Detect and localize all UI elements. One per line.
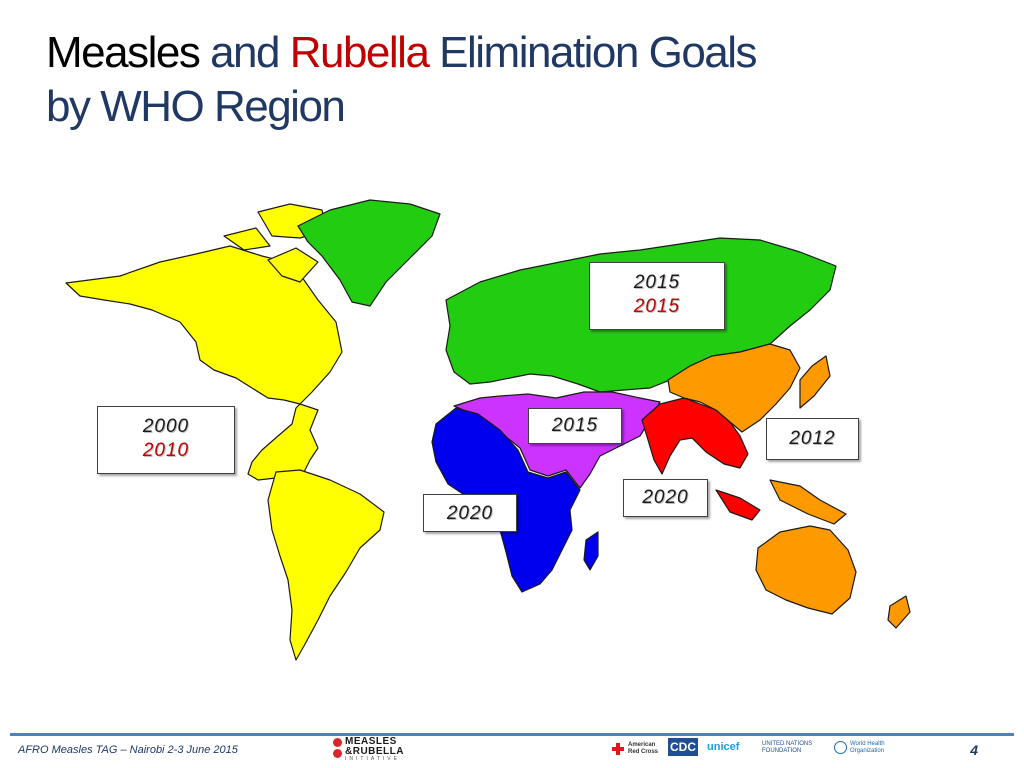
logo-line-1: MEASLES: [345, 736, 397, 747]
emr-measles-year: 2015: [551, 415, 599, 436]
title-measles: Measles: [46, 28, 201, 77]
searo-measles-year: 2020: [642, 487, 689, 508]
region-western-pacific: [667, 343, 911, 629]
who-text: World Health Organization: [850, 741, 885, 754]
unicef-logo: unicef: [707, 741, 740, 753]
footer-text: AFRO Measles TAG – Nairobi 2-3 June 2015: [18, 744, 238, 756]
page-number: 4: [970, 742, 978, 758]
red-cross-icon: [612, 743, 624, 755]
europe-rubella-year: 2015: [633, 296, 681, 317]
logo-dot-icon: [333, 749, 342, 758]
wpro-measles-year: 2012: [789, 428, 836, 449]
searo-goal-label: 2020: [623, 479, 708, 517]
red-cross-logo: American Red Cross: [612, 740, 662, 758]
wpro-goal-label: 2012: [766, 418, 859, 460]
europe-goal-label: 2015 2015: [589, 262, 725, 330]
region-americas: [65, 203, 385, 661]
region-south-east-asia: [641, 397, 761, 521]
globe-icon: [834, 741, 847, 754]
cdc-logo: CDC: [668, 738, 698, 756]
americas-measles-year: 2000: [142, 416, 190, 437]
africa-measles-year: 2020: [446, 503, 494, 524]
emr-goal-label: 2015: [528, 408, 622, 444]
title-goals: Elimination Goals: [428, 28, 757, 77]
title-rubella: Rubella: [289, 28, 430, 77]
logo-line-2: &RUBELLA: [345, 746, 404, 757]
un-foundation-logo: UNITED NATIONS FOUNDATION: [762, 741, 813, 754]
logo-dot-icon: [333, 738, 342, 747]
americas-goal-label: 2000 2010: [97, 406, 235, 474]
title-and: and: [199, 28, 290, 77]
europe-measles-year: 2015: [633, 272, 681, 293]
logo-line-3: INITIATIVE: [345, 756, 400, 762]
slide-title: Measles and Rubella Elimination Goals by…: [46, 26, 758, 134]
red-cross-text: American Red Cross: [628, 742, 659, 755]
title-line-2: by WHO Region: [46, 82, 346, 131]
footer-divider: [10, 733, 1014, 736]
americas-rubella-year: 2010: [142, 440, 190, 461]
africa-goal-label: 2020: [423, 494, 517, 532]
measles-rubella-initiative-logo: MEASLES &RUBELLA INITIATIVE: [333, 736, 413, 762]
